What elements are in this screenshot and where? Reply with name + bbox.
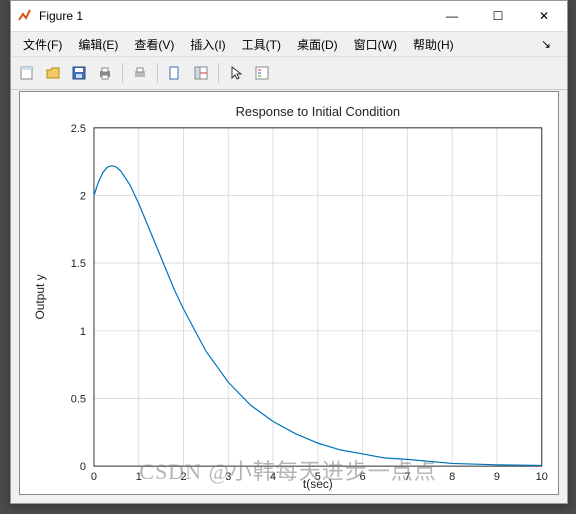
toolbar-separator (218, 63, 219, 83)
svg-text:7: 7 (404, 471, 410, 483)
menu-insert[interactable]: 插入(I) (182, 34, 233, 55)
svg-text:2: 2 (80, 190, 86, 202)
new-figure-button[interactable] (15, 61, 39, 85)
minimize-button[interactable]: — (429, 1, 475, 31)
save-button[interactable] (67, 61, 91, 85)
gridlines (94, 128, 542, 466)
toolbar-separator (122, 63, 123, 83)
close-button[interactable]: ✕ (521, 1, 567, 31)
svg-text:10: 10 (536, 471, 548, 483)
matlab-icon (17, 8, 33, 24)
window-title: Figure 1 (39, 9, 429, 23)
maximize-button[interactable]: ☐ (475, 1, 521, 31)
svg-text:1.5: 1.5 (71, 258, 86, 270)
svg-text:0.5: 0.5 (71, 393, 86, 405)
menu-desktop[interactable]: 桌面(D) (289, 34, 346, 55)
svg-text:1: 1 (136, 471, 142, 483)
y-axis-label: Output y (33, 274, 47, 319)
print-preview-button[interactable] (128, 61, 152, 85)
svg-text:3: 3 (225, 471, 231, 483)
chart-title: Response to Initial Condition (236, 104, 401, 119)
menu-tools[interactable]: 工具(T) (234, 34, 289, 55)
pointer-button[interactable] (224, 61, 248, 85)
data-cursor-button[interactable] (189, 61, 213, 85)
menu-edit[interactable]: 编辑(E) (70, 34, 126, 55)
toolbar-separator (157, 63, 158, 83)
print-button[interactable] (93, 61, 117, 85)
chart-svg: Response to Initial Condition 0123456789… (20, 92, 558, 494)
insert-legend-button[interactable] (250, 61, 274, 85)
open-button[interactable] (41, 61, 65, 85)
menubar: 文件(F) 编辑(E) 查看(V) 插入(I) 工具(T) 桌面(D) 窗口(W… (11, 32, 567, 56)
svg-text:8: 8 (449, 471, 455, 483)
figure-window: Figure 1 — ☐ ✕ 文件(F) 编辑(E) 查看(V) 插入(I) 工… (10, 0, 568, 504)
svg-text:1: 1 (80, 326, 86, 338)
toolbar (11, 56, 567, 90)
y-ticks: 0 0.5 1 1.5 2 2.5 (71, 123, 86, 473)
menu-file[interactable]: 文件(F) (15, 34, 70, 55)
svg-text:0: 0 (91, 471, 97, 483)
menu-dropdown-icon[interactable]: ↘ (533, 35, 559, 53)
menu-help[interactable]: 帮助(H) (405, 34, 462, 55)
titlebar: Figure 1 — ☐ ✕ (11, 1, 567, 32)
menu-window[interactable]: 窗口(W) (346, 34, 405, 55)
svg-text:6: 6 (360, 471, 366, 483)
x-axis-label: t(sec) (303, 477, 333, 491)
dock-button[interactable] (163, 61, 187, 85)
svg-text:2: 2 (180, 471, 186, 483)
svg-text:9: 9 (494, 471, 500, 483)
menu-view[interactable]: 查看(V) (126, 34, 182, 55)
plot-area: Response to Initial Condition 0123456789… (19, 91, 559, 495)
svg-text:2.5: 2.5 (71, 123, 86, 135)
svg-text:0: 0 (80, 461, 86, 473)
svg-text:4: 4 (270, 471, 276, 483)
